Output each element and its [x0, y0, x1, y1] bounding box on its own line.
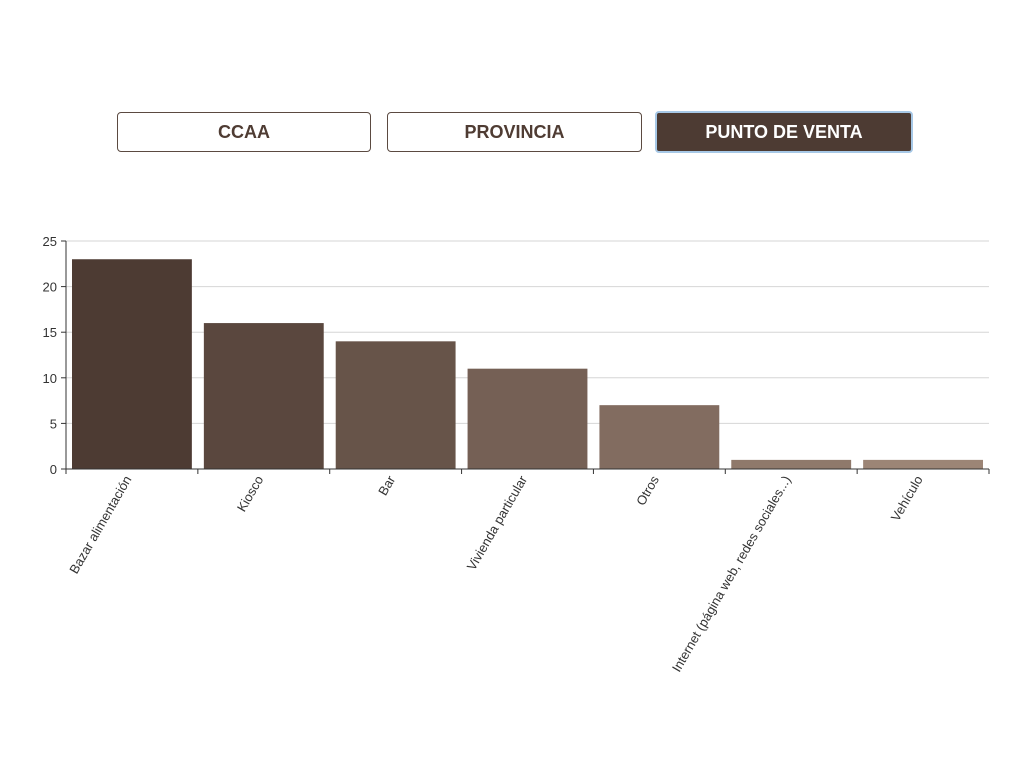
x-tick-label: Bar [375, 472, 398, 498]
bar[interactable] [72, 259, 192, 469]
view-selector: CCAA PROVINCIA PUNTO DE VENTA [117, 111, 913, 154]
x-tick-label: Internet (página web, redes sociales...) [669, 473, 794, 675]
y-tick-labels: 0 5 10 15 20 25 [43, 234, 57, 477]
tab-ccaa[interactable]: CCAA [117, 112, 371, 152]
y-tick-label: 25 [43, 234, 57, 249]
bar[interactable] [599, 405, 720, 469]
x-tick-labels: Bazar alimentación Kiosco Bar Vivienda part… [66, 472, 925, 674]
bar[interactable] [731, 459, 852, 469]
y-tick-label: 15 [43, 325, 57, 340]
y-tick-label: 0 [50, 462, 57, 477]
x-tick-label: Vehículo [888, 473, 926, 524]
bar[interactable] [203, 323, 324, 469]
x-tick-label: Otros [633, 473, 662, 508]
bar[interactable] [467, 368, 588, 469]
x-tick-label: Bazar alimentación [66, 473, 134, 576]
y-tick-label: 10 [43, 371, 57, 386]
axes [61, 240, 990, 474]
bar[interactable] [863, 459, 983, 469]
bars [72, 259, 983, 469]
bar[interactable] [335, 341, 456, 469]
x-tick-label: Vivienda particular [464, 472, 531, 572]
y-tick-label: 20 [43, 280, 57, 295]
tab-punto-de-venta[interactable]: PUNTO DE VENTA [655, 111, 913, 153]
y-tick-label: 5 [50, 416, 57, 431]
tab-provincia[interactable]: PROVINCIA [387, 112, 642, 152]
x-tick-label: Kiosco [234, 473, 267, 514]
